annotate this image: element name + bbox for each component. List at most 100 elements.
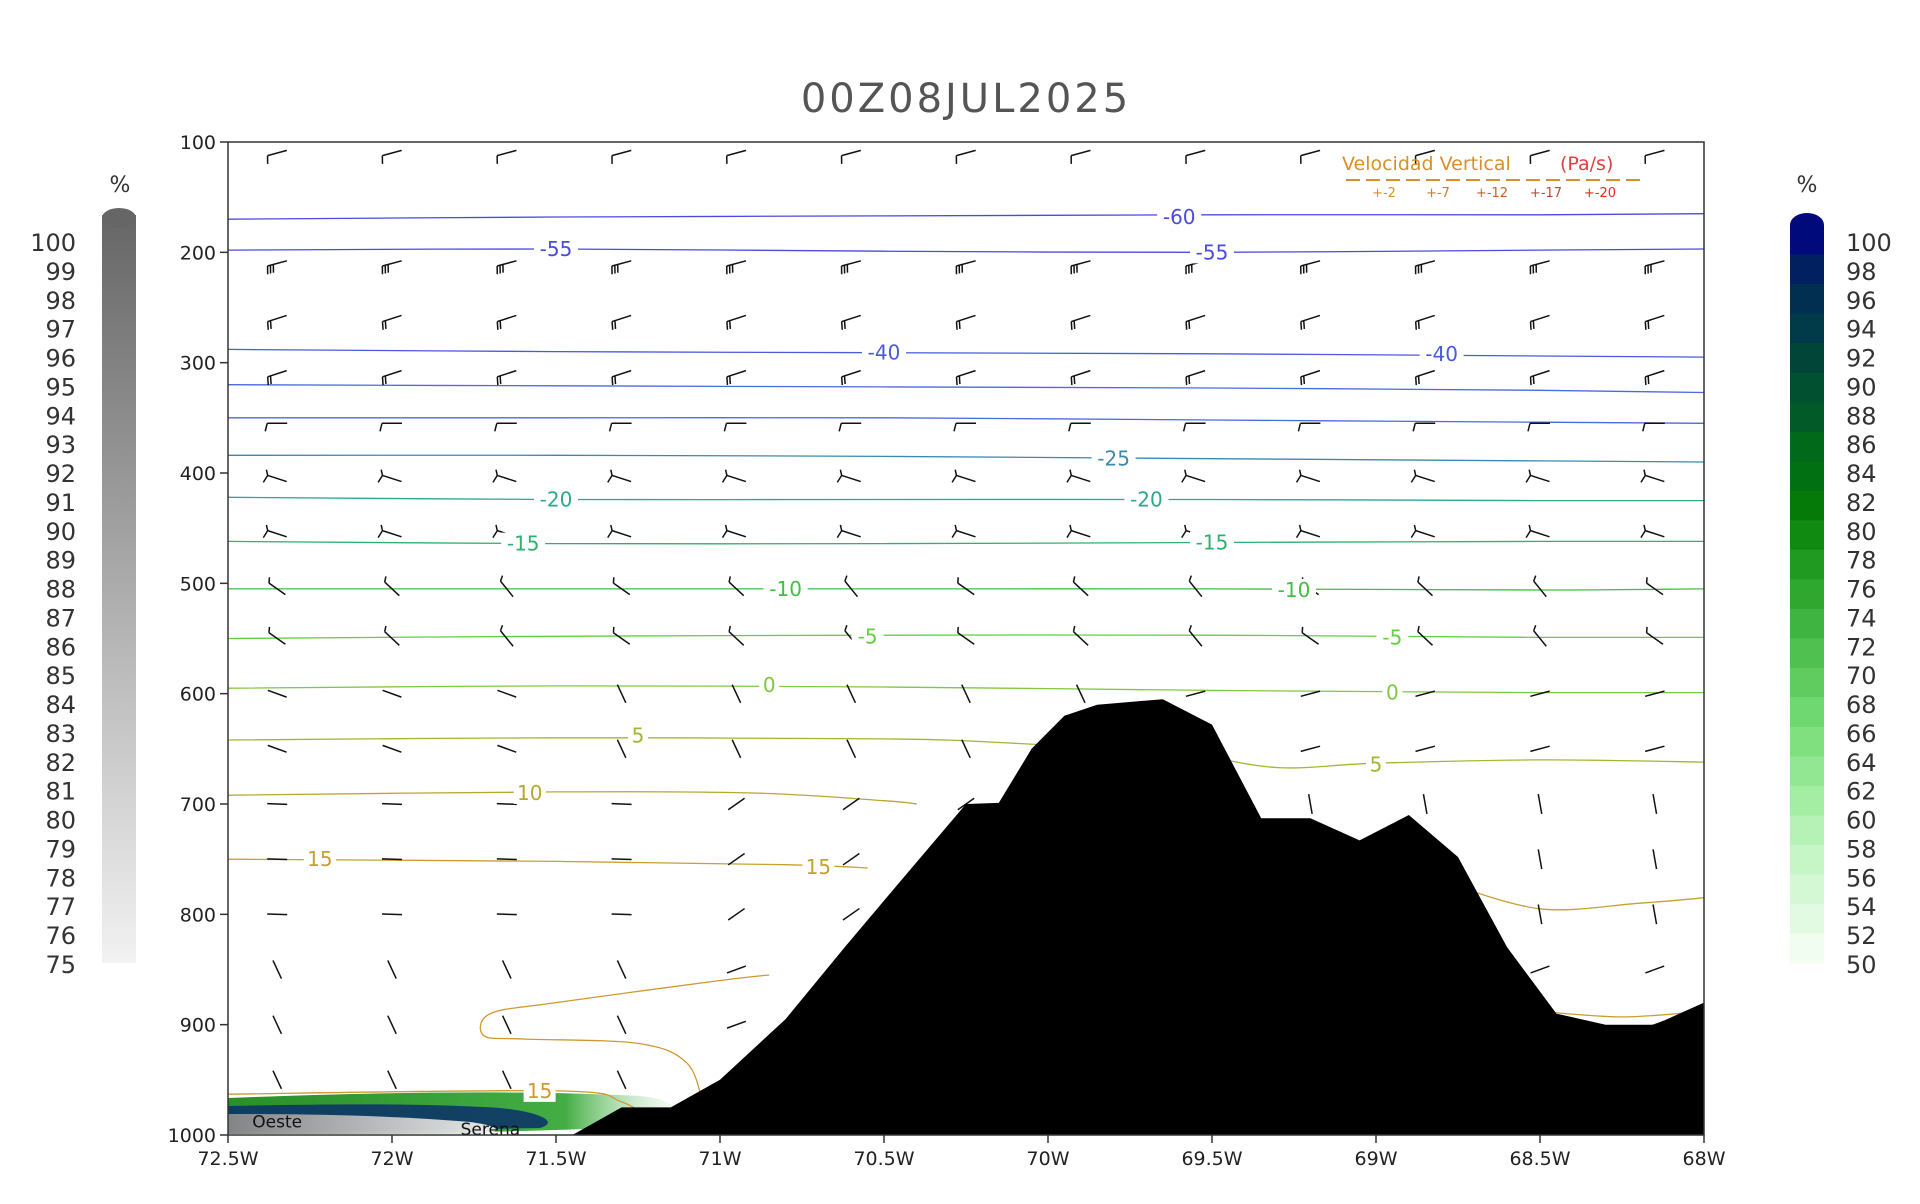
terrain [228,699,1704,1135]
barb-feather [492,530,498,538]
contour-label-bg [1272,578,1316,601]
wind-barb [1410,524,1435,538]
barb-shaft [382,474,402,483]
colorbar-left-label: 98 [45,287,76,315]
barb-shaft [956,474,976,483]
wind-barb [726,1020,747,1029]
barb-feather [269,265,272,274]
barb-feather [1184,524,1187,531]
wind-barb [1642,422,1665,432]
wind-barb [1299,260,1321,275]
barb-shaft [268,582,286,596]
barb-feather [380,469,384,476]
wind-barb [612,626,631,645]
wind-barb [726,314,747,330]
wind-barb [494,422,517,432]
wind-barb [1410,469,1435,483]
barb-shaft [267,314,287,323]
barb-feather [1414,376,1418,386]
barb-feather [1645,626,1648,633]
wind-barb [1185,149,1206,164]
wind-barb [1644,314,1665,330]
barb-shaft [957,632,975,645]
contour-label-bg [628,724,648,747]
barb-shaft [496,149,517,157]
wind-barb [723,422,747,432]
wind-barb [272,1015,283,1035]
temperature-contour [1441,880,1704,911]
wind-barb [1529,369,1550,386]
x-tick-label: 72.5W [197,1148,258,1170]
barb-shaft [611,802,632,806]
wind-barb [387,1015,397,1035]
barb-feather [380,524,384,531]
colorbar-right-swatch [1790,844,1824,875]
barb-feather [723,423,728,432]
colorbar-right-swatch [1790,874,1824,905]
barb-feather [499,375,502,385]
barb-feather [1069,524,1073,531]
wind-barb [1075,684,1086,704]
barb-feather [1185,155,1187,164]
colorbar-left-label: 76 [45,922,76,950]
wind-barb [1530,745,1550,753]
colorbar-right-swatch [1790,372,1824,403]
wind-barb [721,469,747,483]
barb-feather [840,265,843,275]
barb-feather [607,475,613,483]
barb-feather [1298,469,1302,476]
barb-feather [1070,321,1073,330]
barb-feather [611,321,614,330]
barb-feather [1070,265,1073,275]
barb-shaft [499,630,514,647]
barb-shaft [1415,260,1436,267]
temperature-contour [479,974,770,1108]
wind-barb [1072,625,1089,646]
wind-barb [726,369,747,386]
wind-barb [1070,260,1091,275]
barb-feather [1070,376,1073,386]
wind-barb [1640,469,1665,483]
barb-shaft [726,474,747,483]
barb-feather [1188,320,1191,329]
temperature-contour [228,454,1704,463]
barb-shaft [267,913,288,916]
barb-shaft [497,744,517,753]
wind-barb [1068,422,1091,432]
barb-shaft [1645,529,1665,538]
y-tick-label: 900 [180,1015,216,1037]
barb-feather [1295,475,1302,483]
barb-shaft [1645,965,1665,974]
wind-barb [1652,794,1658,814]
temperature-contour [228,540,1704,545]
colorbar-right-label: 86 [1846,431,1877,459]
colorbar-right-swatch [1790,756,1824,787]
wind-barb [955,260,976,275]
wind-barb [1188,575,1203,598]
contour-label: -40 [1425,342,1458,366]
wind-barb [266,314,287,330]
barb-feather [1188,624,1193,631]
wind-barb [377,524,402,538]
barb-feather [1529,265,1532,275]
wind-barb [267,858,288,861]
wind-barb [381,369,402,386]
barb-feather [1301,626,1304,633]
wind-barb [267,913,288,916]
wind-barb [608,422,632,432]
temperature-contour [228,496,1704,502]
contour-label: 5 [632,724,645,748]
barb-shaft [1530,529,1550,538]
wind-barb [961,739,971,759]
temperature-contour [228,588,1704,591]
barb-shaft [842,797,860,811]
barb-feather [383,576,387,583]
barb-feather [608,423,613,432]
wind-barb [836,524,861,538]
barb-shaft [1646,582,1664,596]
barb-shaft [1307,794,1313,814]
barb-feather [1420,264,1423,273]
contour-label-bg [851,625,884,648]
wind-barb [1645,626,1664,645]
